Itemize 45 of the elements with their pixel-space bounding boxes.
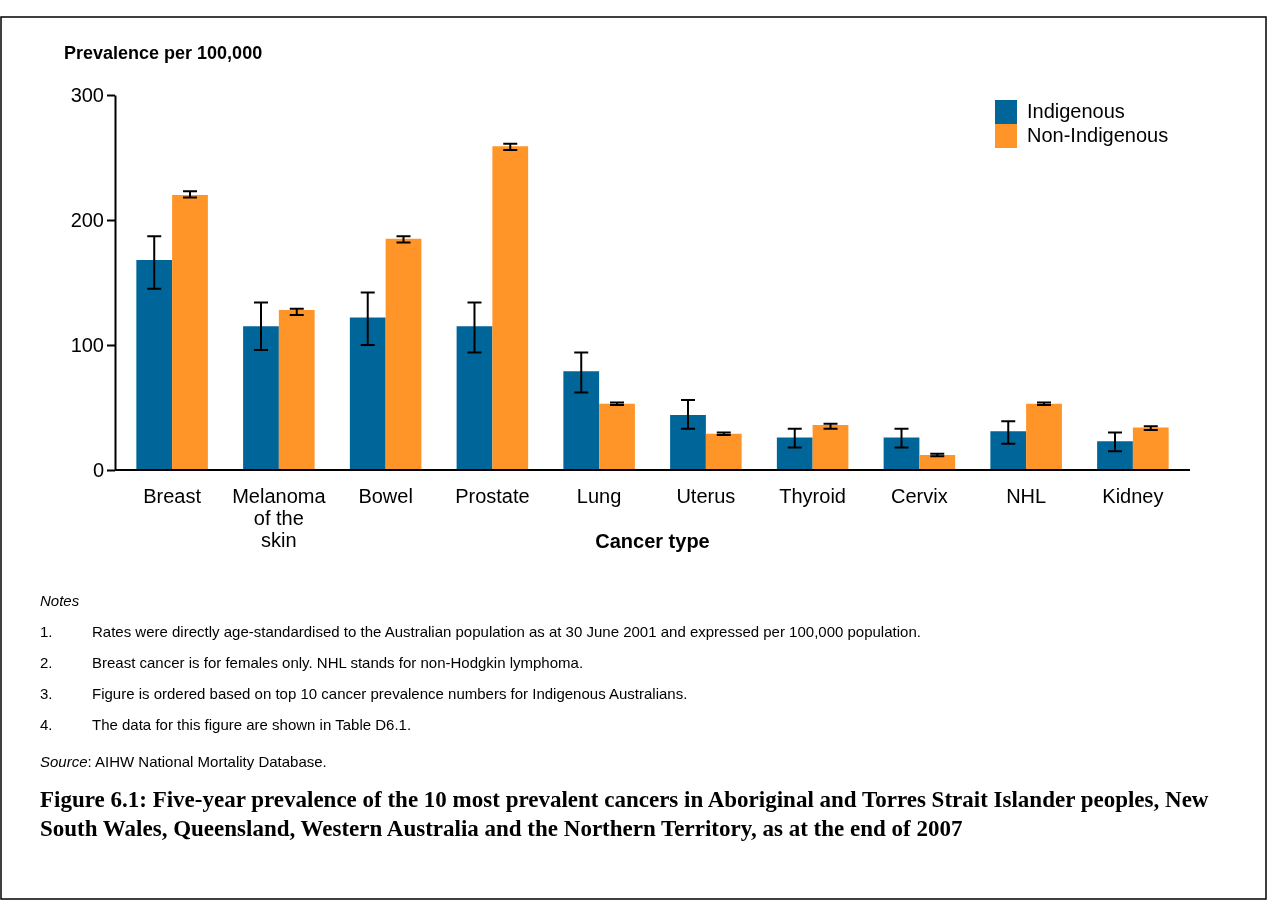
text: Notes	[40, 592, 80, 609]
x-tick-label: Kidney	[1102, 485, 1164, 507]
bar	[456, 326, 493, 470]
text: Figure 6.1: Five-year prevalence of the 10 most prevalent cancers in Aboriginal and Torres Strait Islander peoples, New South Wales, Queensland, Western Australia and the Northern Territory, as at the end of 2007	[40, 787, 1209, 841]
text: 3. Figure is ordered based on top 10 cancer prevalence numbers for Indigenous Australians.	[40, 685, 688, 702]
x-tick-label: Bowel	[358, 485, 413, 507]
y-tick-label: 0	[92, 458, 104, 481]
text: 4. The data for this figure are shown in Table D6.1.	[40, 716, 412, 733]
bar	[492, 146, 529, 470]
bar	[990, 431, 1027, 470]
bar	[705, 433, 742, 470]
y-tick-label: 200	[70, 208, 104, 231]
source-note: Source: AIHW National Mortality Database.	[40, 753, 327, 770]
x-tick-label: Uterus	[676, 485, 736, 507]
bar	[172, 195, 208, 470]
x-tick-label: Melanoma of the skin	[232, 485, 327, 551]
bar	[349, 317, 386, 470]
x-tick-label: Prostate	[455, 485, 530, 507]
text: 1. Rates were directly age-standardised to the Australian population as at 30 June 2001 and expressed per 100,000 population.	[40, 623, 921, 640]
x-tick-label: Thyroid	[779, 485, 846, 507]
bar	[812, 425, 849, 470]
bar	[563, 371, 600, 470]
bar	[919, 455, 956, 470]
x-tick-label: Breast	[143, 485, 202, 507]
x-tick-label: NHL	[1006, 485, 1047, 507]
x-tick-label: Cervix	[891, 485, 948, 507]
bar	[599, 403, 635, 470]
x-axis-title: Cancer type	[595, 530, 710, 552]
bar	[776, 437, 813, 470]
y-tick-label: 100	[70, 333, 104, 356]
bar	[278, 310, 315, 470]
bar	[136, 260, 173, 470]
bar	[243, 326, 279, 470]
bar	[883, 437, 920, 470]
x-tick-label: Lung	[576, 485, 622, 507]
y-axis-title: Prevalence per 100,000	[64, 43, 263, 63]
bar	[1026, 403, 1062, 470]
y-tick-label: 300	[70, 83, 104, 106]
legend-label: Non-Indigenous	[1027, 124, 1169, 146]
bar	[670, 415, 706, 470]
bar	[385, 238, 422, 470]
legend-label: Indigenous	[1027, 100, 1125, 122]
text: 2. Breast cancer is for females only. NHL stands for non-Hodgkin lymphoma.	[40, 654, 584, 671]
bar	[1097, 441, 1133, 470]
bar	[1132, 427, 1169, 470]
